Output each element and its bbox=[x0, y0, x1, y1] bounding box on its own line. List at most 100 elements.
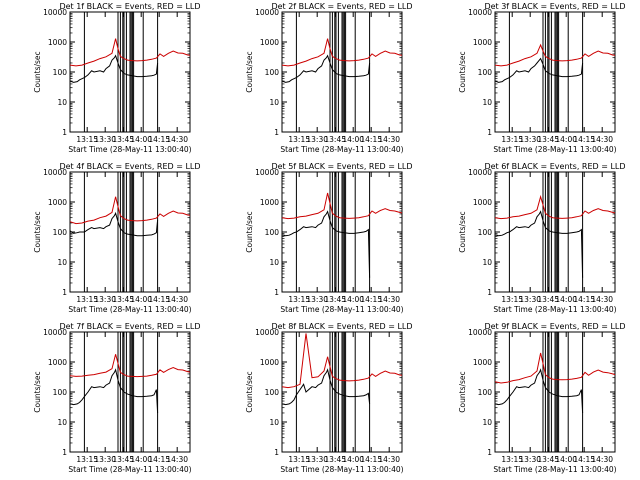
y-tick-label: 10000 bbox=[468, 328, 492, 337]
x-tick-label: 14:15 bbox=[148, 295, 170, 304]
chart-panel-8: Det 8f BLACK = Events, RED = LLD 1 10 100 10… bbox=[245, 322, 413, 474]
y-tick-label: 1 bbox=[487, 288, 492, 297]
y-tick-label: 1000 bbox=[473, 198, 492, 207]
y-tick-label: 10000 bbox=[468, 168, 492, 177]
y-tick-label: 10000 bbox=[255, 8, 279, 17]
y-tick-label: 1000 bbox=[260, 198, 279, 207]
y-tick-label: 1000 bbox=[48, 38, 67, 47]
y-tick-label: 10 bbox=[482, 418, 492, 427]
x-tick-label: 14:00 bbox=[342, 455, 364, 464]
x-tick-label: 14:15 bbox=[573, 455, 595, 464]
x-tick-label: 14:30 bbox=[378, 295, 400, 304]
x-tick-label: 14:15 bbox=[573, 135, 595, 144]
y-tick-label: 10000 bbox=[43, 328, 67, 337]
red-lld-series-line bbox=[69, 354, 191, 378]
y-tick-label: 100 bbox=[478, 68, 493, 77]
y-tick-label: 1 bbox=[62, 288, 67, 297]
y-axis-label: Counts/sec bbox=[245, 211, 254, 252]
x-axis-label: Start Time (28-May-11 13:00:40) bbox=[493, 145, 616, 154]
chart-panel-2: Det 2f BLACK = Events, RED = LLD 1 10 100 10… bbox=[245, 2, 413, 154]
red-lld-series-line bbox=[69, 38, 191, 67]
y-tick-label: 1000 bbox=[473, 38, 492, 47]
x-tick-label: 13:30 bbox=[306, 455, 328, 464]
x-axis-label: Start Time (28-May-11 13:00:40) bbox=[493, 465, 616, 474]
x-tick-label: 13:30 bbox=[306, 295, 328, 304]
x-tick-label: 13:30 bbox=[519, 135, 541, 144]
x-axis-label: Start Time (28-May-11 13:00:40) bbox=[68, 145, 191, 154]
x-tick-label: 14:15 bbox=[360, 135, 382, 144]
chart-title: Det 5f BLACK = Events, RED = LLD bbox=[271, 162, 412, 171]
chart-panel-6: Det 6f BLACK = Events, RED = LLD 1 10 100 10… bbox=[458, 162, 626, 314]
y-tick-label: 1000 bbox=[260, 38, 279, 47]
y-tick-label: 10000 bbox=[43, 168, 67, 177]
red-lld-series-line bbox=[494, 194, 616, 220]
chart-title: Det 6f BLACK = Events, RED = LLD bbox=[484, 162, 625, 171]
y-tick-label: 100 bbox=[265, 388, 280, 397]
y-tick-label: 100 bbox=[53, 228, 68, 237]
x-axis-label: Start Time (28-May-11 13:00:40) bbox=[68, 305, 191, 314]
x-tick-label: 13:15 bbox=[288, 135, 310, 144]
x-tick-label: 14:00 bbox=[342, 135, 364, 144]
y-tick-label: 1 bbox=[487, 128, 492, 137]
red-lld-series-line bbox=[281, 333, 403, 389]
x-tick-label: 14:15 bbox=[148, 135, 170, 144]
black-events-series-line bbox=[69, 54, 159, 83]
x-axis-label: Start Time (28-May-11 13:00:40) bbox=[280, 305, 403, 314]
y-axis-label: Counts/sec bbox=[245, 51, 254, 92]
y-tick-label: 10 bbox=[57, 418, 67, 427]
y-tick-label: 1 bbox=[62, 128, 67, 137]
x-axis-label: Start Time (28-May-11 13:00:40) bbox=[280, 145, 403, 154]
x-tick-label: 14:15 bbox=[573, 295, 595, 304]
y-axis-label: Counts/sec bbox=[458, 371, 467, 412]
y-tick-label: 10 bbox=[269, 98, 279, 107]
x-tick-label: 14:00 bbox=[130, 135, 152, 144]
x-tick-label: 13:30 bbox=[94, 455, 116, 464]
y-tick-label: 10 bbox=[482, 98, 492, 107]
x-tick-label: 13:30 bbox=[94, 135, 116, 144]
x-tick-label: 14:30 bbox=[591, 295, 613, 304]
chart-panel-4: Det 4f BLACK = Events, RED = LLD 1 10 100 10… bbox=[33, 162, 201, 314]
black-events-series-line bbox=[281, 368, 371, 406]
y-tick-label: 1 bbox=[487, 448, 492, 457]
y-axis-label: Counts/sec bbox=[33, 211, 42, 252]
x-tick-label: 13:15 bbox=[501, 135, 523, 144]
y-tick-label: 1 bbox=[274, 128, 279, 137]
black-events-series-line bbox=[494, 210, 584, 278]
y-tick-label: 10 bbox=[57, 258, 67, 267]
y-tick-label: 100 bbox=[478, 228, 493, 237]
chart-title: Det 7f BLACK = Events, RED = LLD bbox=[59, 322, 200, 331]
x-tick-label: 13:45 bbox=[112, 135, 134, 144]
x-tick-label: 14:00 bbox=[555, 295, 577, 304]
x-tick-label: 14:30 bbox=[591, 455, 613, 464]
y-tick-label: 100 bbox=[265, 68, 280, 77]
x-tick-label: 13:15 bbox=[76, 295, 98, 304]
y-tick-label: 1000 bbox=[260, 358, 279, 367]
x-tick-label: 14:00 bbox=[555, 455, 577, 464]
y-tick-label: 1000 bbox=[473, 358, 492, 367]
x-tick-label: 14:00 bbox=[130, 455, 152, 464]
y-tick-label: 10000 bbox=[43, 8, 67, 17]
x-tick-label: 13:45 bbox=[112, 295, 134, 304]
red-lld-series-line bbox=[494, 352, 616, 384]
chart-panel-5: Det 5f BLACK = Events, RED = LLD 1 10 100 10… bbox=[245, 162, 413, 314]
x-tick-label: 13:30 bbox=[94, 295, 116, 304]
x-tick-label: 13:45 bbox=[537, 455, 559, 464]
red-lld-series-line bbox=[281, 38, 403, 67]
x-axis-label: Start Time (28-May-11 13:00:40) bbox=[493, 305, 616, 314]
chart-panel-1: Det 1f BLACK = Events, RED = LLD 1 10 100 10… bbox=[33, 2, 201, 154]
red-lld-series-line bbox=[494, 43, 616, 67]
y-tick-label: 10 bbox=[269, 258, 279, 267]
y-tick-label: 1 bbox=[62, 448, 67, 457]
y-axis-label: Counts/sec bbox=[245, 371, 254, 412]
y-axis-label: Counts/sec bbox=[458, 211, 467, 252]
y-tick-label: 10 bbox=[57, 98, 67, 107]
chart-panel-9: Det 9f BLACK = Events, RED = LLD 1 10 100 10… bbox=[458, 322, 626, 474]
y-tick-label: 10000 bbox=[255, 168, 279, 177]
x-tick-label: 13:45 bbox=[324, 135, 346, 144]
chart-panel-7: Det 7f BLACK = Events, RED = LLD 1 10 100 10… bbox=[33, 322, 201, 474]
x-tick-label: 13:30 bbox=[519, 455, 541, 464]
x-axis-label: Start Time (28-May-11 13:00:40) bbox=[280, 465, 403, 474]
red-lld-series-line bbox=[281, 192, 403, 220]
chart-panel-3: Det 3f BLACK = Events, RED = LLD 1 10 100 10… bbox=[458, 2, 626, 154]
